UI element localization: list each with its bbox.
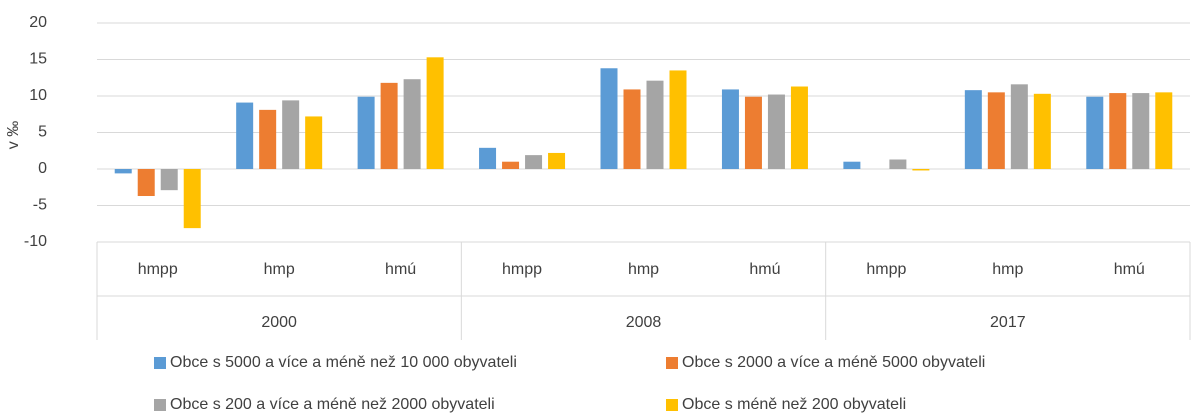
bar [600,68,618,169]
bar [357,96,375,169]
bar [744,96,762,169]
bar [767,94,785,169]
group-label: 2000 [261,314,297,331]
bar [525,155,543,169]
bar [964,90,982,169]
x-tick-label: hmp [628,261,659,278]
y-tick-label: 10 [29,87,47,104]
x-tick-label: hmú [385,261,416,278]
legend-swatch [154,399,166,411]
x-tick-label: hmú [1114,261,1145,278]
bar [1132,93,1150,169]
bar [114,169,132,174]
bar [403,79,421,169]
legend-swatch [154,357,166,369]
bar [1109,93,1127,169]
bar [889,159,907,169]
legend-label: Obce s 2000 a více a méně 5000 obyvateli [682,354,985,371]
bar [236,102,254,169]
bar [380,82,398,169]
y-tick-label: 5 [38,124,47,141]
y-tick-label: -5 [33,197,47,214]
bar [479,147,497,169]
bar [1086,96,1104,169]
bar [843,161,861,169]
x-tick-label: hmp [992,261,1023,278]
x-tick-label: hmpp [138,261,178,278]
bar [282,100,300,169]
bar [1033,93,1051,169]
bar [426,57,444,170]
bar [1010,84,1028,169]
group-label: 2008 [626,314,662,331]
legend-label: Obce s méně než 200 obyvateli [682,396,906,413]
y-tick-label: 20 [29,14,47,31]
group-label: 2017 [990,314,1026,331]
bar [137,169,155,197]
bar [548,152,566,169]
legend-label: Obce s 200 a více a méně než 2000 obyvat… [170,396,495,413]
bar [502,161,520,169]
bar [912,169,930,171]
bar [987,92,1005,169]
y-tick-label: -10 [24,233,47,250]
bar [623,89,641,169]
x-tick-label: hmpp [866,261,906,278]
y-tick-label: 15 [29,51,47,68]
y-axis-title: v ‰ [5,121,22,149]
x-tick-label: hmp [264,261,295,278]
x-tick-label: hmú [749,261,780,278]
x-tick-label: hmpp [502,261,542,278]
bar [790,86,808,169]
y-tick-label: 0 [38,160,47,177]
bar [259,109,277,169]
legend-swatch [666,357,678,369]
bar [669,70,687,169]
bar [183,169,201,229]
bar [160,169,178,191]
bar [646,80,664,169]
legend-swatch [666,399,678,411]
bar [1155,92,1173,169]
bar [305,116,323,169]
bar [721,89,739,169]
legend-label: Obce s 5000 a více a méně než 10 000 oby… [170,354,517,371]
